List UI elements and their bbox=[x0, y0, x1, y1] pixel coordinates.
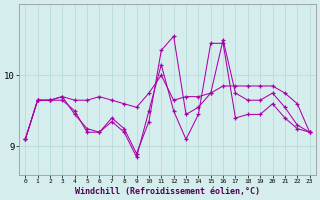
X-axis label: Windchill (Refroidissement éolien,°C): Windchill (Refroidissement éolien,°C) bbox=[75, 187, 260, 196]
